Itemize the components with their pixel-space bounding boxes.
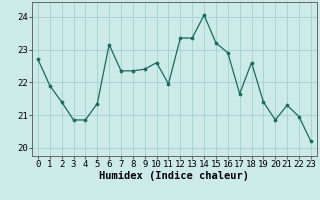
X-axis label: Humidex (Indice chaleur): Humidex (Indice chaleur) (100, 171, 249, 181)
